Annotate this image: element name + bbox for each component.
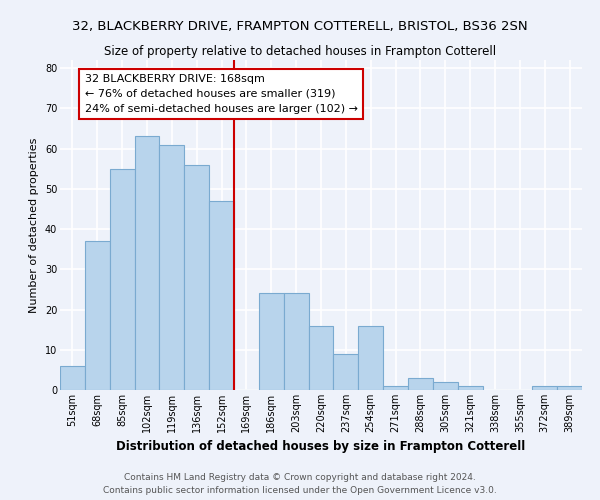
X-axis label: Distribution of detached houses by size in Frampton Cotterell: Distribution of detached houses by size … [116,440,526,454]
Bar [134,136,160,390]
Bar [383,386,408,390]
Bar [60,366,85,390]
Bar [259,294,284,390]
Bar [110,168,134,390]
Text: 32, BLACKBERRY DRIVE, FRAMPTON COTTERELL, BRISTOL, BS36 2SN: 32, BLACKBERRY DRIVE, FRAMPTON COTTERELL… [72,20,528,33]
Text: Size of property relative to detached houses in Frampton Cotterell: Size of property relative to detached ho… [104,45,496,58]
Bar [308,326,334,390]
Bar [334,354,358,390]
Bar [433,382,458,390]
Bar [408,378,433,390]
Bar [184,164,209,390]
Y-axis label: Number of detached properties: Number of detached properties [29,138,39,312]
Bar [85,241,110,390]
Bar [209,201,234,390]
Bar [532,386,557,390]
Bar [458,386,482,390]
Text: Contains HM Land Registry data © Crown copyright and database right 2024.
Contai: Contains HM Land Registry data © Crown c… [103,474,497,495]
Bar [557,386,582,390]
Bar [284,294,308,390]
Bar [160,144,184,390]
Bar [358,326,383,390]
Text: 32 BLACKBERRY DRIVE: 168sqm
← 76% of detached houses are smaller (319)
24% of se: 32 BLACKBERRY DRIVE: 168sqm ← 76% of det… [85,74,358,114]
